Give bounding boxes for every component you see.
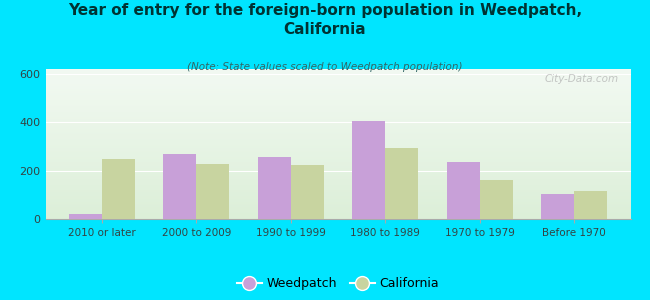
Bar [447, 162, 480, 219]
Bar [352, 121, 385, 219]
Bar [258, 157, 291, 219]
Bar [291, 165, 324, 219]
Bar [480, 180, 513, 219]
Text: (Note: State values scaled to Weedpatch population): (Note: State values scaled to Weedpatch … [187, 61, 463, 71]
Bar [163, 154, 196, 219]
Bar [385, 148, 418, 219]
Legend: Weedpatch, California: Weedpatch, California [231, 272, 445, 295]
Bar [102, 159, 135, 219]
Text: City-Data.com: City-Data.com [545, 74, 619, 83]
Bar [69, 214, 102, 219]
Bar [541, 194, 574, 219]
Bar [574, 191, 607, 219]
Bar [196, 164, 229, 219]
Text: Year of entry for the foreign-born population in Weedpatch,
California: Year of entry for the foreign-born popul… [68, 3, 582, 37]
